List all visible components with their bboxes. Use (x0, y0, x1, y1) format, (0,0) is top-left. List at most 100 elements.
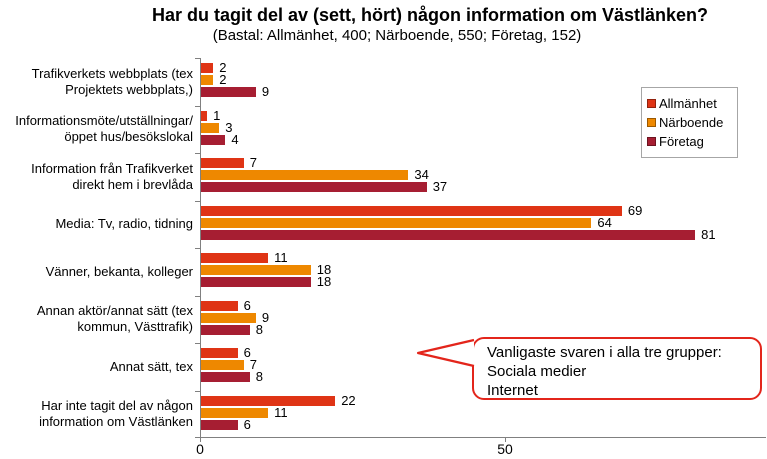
bar (201, 229, 696, 240)
y-axis-tick (195, 391, 200, 392)
legend-label: Allmänhet (659, 96, 717, 111)
bar (201, 122, 220, 133)
callout-line: Internet (487, 382, 538, 399)
bar-value-label: 6 (243, 416, 251, 432)
category-label: Har inte tagit del av någon information o… (0, 391, 193, 439)
legend-item: Närboende (647, 113, 732, 132)
bar-value-label: 2 (219, 60, 227, 75)
bar-value-label: 11 (274, 250, 288, 265)
legend-swatch (647, 137, 656, 146)
legend-label: Företag (659, 134, 704, 149)
chart-title: Har du tagit del av (sett, hört) någon i… (151, 5, 709, 25)
y-axis-tick (195, 248, 200, 249)
x-axis-line (200, 437, 766, 438)
bar-value-label: 22 (341, 392, 356, 408)
category-label: Annat sätt, tex (0, 343, 193, 391)
category-label: Annan aktör/annat sätt (tex kommun, Västt… (0, 296, 193, 344)
category-label-line: öppet hus/besökslokal (64, 129, 193, 145)
bar (201, 300, 238, 311)
callout-line: Vanligaste svaren i alla tre grupper: (487, 344, 722, 361)
bar-value-label: 64 (597, 214, 612, 230)
category-label-line: Annat sätt, tex (109, 358, 193, 374)
legend-swatch (647, 118, 656, 127)
legend-item: Allmänhet (647, 94, 732, 113)
bar-value-label: 18 (316, 274, 332, 289)
callout-tail-icon (416, 338, 475, 368)
bar-value-label: 8 (255, 369, 264, 384)
category-label: Trafikverkets webbplats (tex Projektets w… (0, 58, 193, 106)
bar (201, 312, 256, 323)
category-label-line: Projektets webbplats,) (65, 81, 193, 97)
bar-value-label: 18 (316, 262, 332, 277)
bar (201, 87, 256, 97)
category-label-line: Information från Trafikverket (31, 160, 193, 176)
bar-value-label: 11 (274, 404, 288, 420)
bar-value-label: 6 (243, 297, 251, 313)
category-label-line: Informationsmöte/utställningar/ (15, 113, 193, 129)
bar-value-label: 4 (231, 131, 239, 147)
bar-value-label: 37 (432, 179, 448, 194)
bar (201, 182, 427, 192)
category-label-line: Annan aktör/annat sätt (tex (36, 303, 193, 319)
category-label: Information från Trafikverket direkt hem … (0, 153, 193, 201)
bar-value-label: 69 (627, 202, 643, 218)
legend: Allmänhet Närboende Företag (641, 87, 738, 158)
category-label: Vänner, bekanta, kolleger (0, 248, 193, 296)
bar (201, 110, 208, 121)
y-axis-tick (195, 201, 200, 202)
bar (201, 205, 622, 216)
bar (201, 407, 269, 418)
bar (201, 372, 250, 382)
bar (201, 75, 214, 85)
bar (201, 360, 244, 370)
x-axis-tick (200, 437, 201, 442)
bar (201, 253, 269, 263)
bar (201, 419, 238, 430)
category-label-line: Vänner, bekanta, kolleger (45, 263, 193, 279)
bar-value-label: 9 (261, 84, 270, 99)
x-axis-tick-label: 0 (196, 441, 204, 457)
y-axis-tick (195, 106, 200, 107)
category-label-line: Har inte tagit del av någon (41, 398, 193, 414)
bar-value-label: 7 (249, 357, 257, 372)
bar (201, 395, 336, 406)
bar-value-label: 3 (225, 119, 233, 135)
y-axis-tick (195, 153, 200, 154)
bar-value-label: 6 (243, 345, 251, 360)
bar-value-label: 9 (261, 309, 270, 325)
category-label: Informationsmöte/utställningar/öppet hus… (0, 106, 193, 154)
category-label-line: Trafikverkets webbplats (tex (31, 65, 193, 81)
bar-value-label: 8 (255, 321, 264, 337)
bar-value-label: 1 (213, 107, 221, 123)
category-label-line: direkt hem i brevlåda (72, 176, 193, 192)
y-axis-tick (195, 437, 200, 438)
legend-label: Närboende (659, 115, 724, 130)
legend-item: Företag (647, 132, 732, 151)
bar (201, 170, 409, 180)
bar (201, 348, 238, 358)
bar-value-label: 81 (701, 226, 716, 242)
bar (201, 277, 311, 287)
callout-line: Sociala medier (487, 363, 587, 380)
category-label-line: information om Västlänken (39, 414, 193, 430)
y-axis-tick (195, 58, 200, 59)
y-axis-line (200, 58, 201, 438)
bar (201, 324, 250, 335)
bar (201, 217, 592, 228)
bar (201, 158, 244, 168)
bar (201, 134, 226, 145)
bar-value-label: 7 (249, 155, 257, 170)
callout-bubble: Vanligaste svaren i alla tre grupper: So… (472, 337, 762, 400)
bar (201, 63, 214, 73)
legend-swatch (647, 99, 656, 108)
category-label-line: kommun, Västtrafik) (77, 319, 193, 335)
bar-value-label: 2 (219, 72, 227, 87)
category-label-line: Media: Tv, radio, tidning (55, 216, 193, 232)
y-axis-tick (195, 343, 200, 344)
chart-subtitle: (Bastal: Allmänhet, 400; Närboende, 550;… (212, 27, 582, 44)
x-axis-tick (505, 437, 506, 442)
x-axis-tick-label: 50 (497, 441, 513, 457)
y-axis-tick (195, 296, 200, 297)
bar-value-label: 34 (414, 167, 429, 182)
